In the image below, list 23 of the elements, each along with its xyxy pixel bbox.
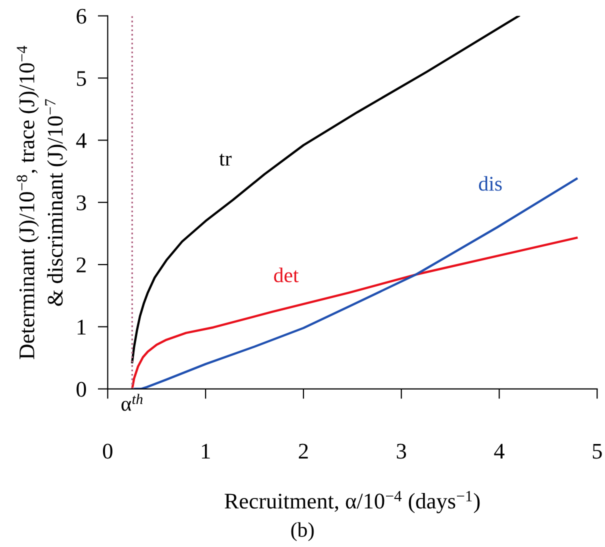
x-tick-label: 1 [202,444,210,459]
line-series [134,178,578,389]
x-tick-label: 2 [298,444,308,459]
series-label: dis [478,176,502,191]
x-tick-label: 5 [592,444,602,459]
text: (b) [291,522,314,542]
line-series [131,16,520,364]
y-tick-label: 1 [78,320,86,334]
x-tick-label: 0 [102,444,112,459]
x-tick-label: 3 [396,444,406,459]
line-series [131,236,578,389]
y-tick-label: 3 [76,195,86,210]
ref-line-label: α$^{th}$ [122,394,143,411]
y-tick-label: 6 [76,8,86,24]
text: Determinant (J)/10$^{−8}$, trace (J)/10$^{−4}$ & discriminant (J)/10$^{−7}$ [16,46,68,360]
y-tick-label: 4 [76,133,87,148]
y-tick-label: 0 [76,382,86,397]
y-tick-label: 2 [76,258,86,272]
x-axis-title: Recruitment, α/10$^{−4}$ (days$^{−1}$) [224,491,480,514]
series-label: tr [219,154,232,166]
series-label: det [274,268,299,282]
x-tick-label: 4 [494,444,504,459]
y-tick-label: 5 [77,71,86,86]
